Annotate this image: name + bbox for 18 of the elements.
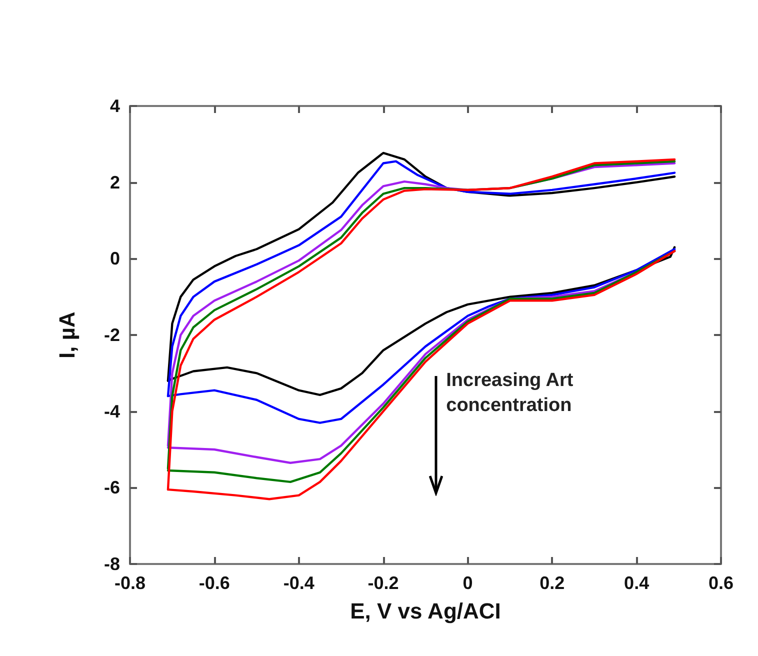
- y-tick-label: -8: [104, 554, 120, 574]
- y-tick-label: -2: [104, 325, 120, 345]
- y-axis-title: I, µA: [54, 311, 80, 358]
- x-tick-label: 0.6: [708, 573, 734, 593]
- y-tick-label: 2: [110, 172, 120, 192]
- y-tick-label: -4: [104, 401, 120, 422]
- x-tick-label: 0: [462, 573, 473, 593]
- x-tick-label: -0.4: [283, 573, 314, 593]
- x-tick-label: -0.2: [368, 573, 399, 593]
- x-tick-label: -0.8: [114, 573, 146, 593]
- x-axis-title: E, V vs Ag/ACI: [350, 598, 501, 624]
- y-tick-label: 4: [110, 96, 120, 116]
- x-tick-label: 0.4: [624, 573, 650, 593]
- y-tick-label: 0: [110, 248, 120, 269]
- annotation: Increasing Art concentration: [446, 368, 574, 418]
- x-tick-label: 0.2: [540, 573, 565, 593]
- x-tick-label: -0.6: [198, 573, 230, 593]
- y-tick-label: -6: [104, 478, 120, 498]
